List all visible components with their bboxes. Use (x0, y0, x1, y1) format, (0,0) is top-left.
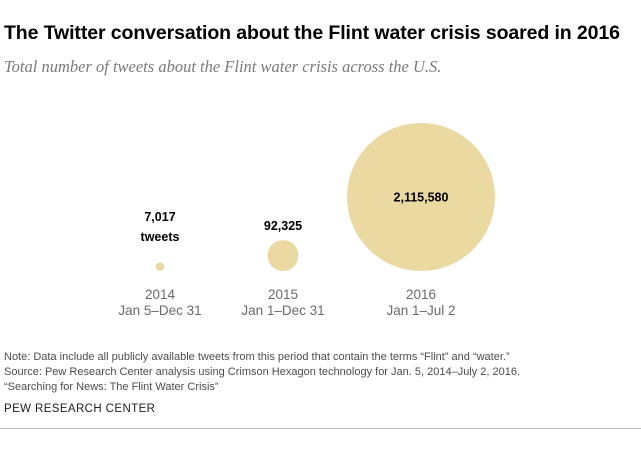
note-line: Note: Data include all publicly availabl… (4, 351, 510, 363)
unit-label-2014: tweets (141, 230, 180, 244)
source-line: Source: Pew Research Center analysis usi… (4, 366, 521, 378)
bubble-2015 (267, 240, 299, 271)
bubble-2014 (155, 262, 165, 271)
period-label-2015: Jan 1–Dec 31 (241, 303, 324, 318)
bubble-2016 (347, 123, 495, 271)
value-label-2015: 92,325 (264, 219, 302, 233)
year-label-2016: 2016 (406, 287, 436, 302)
report-title-line: “Searching for News: The Flint Water Cri… (4, 381, 219, 393)
chart-subtitle: Total number of tweets about the Flint w… (4, 57, 442, 76)
year-label-2015: 2015 (268, 287, 298, 302)
chart-title: The Twitter conversation about the Flint… (4, 22, 620, 44)
bottom-divider (0, 428, 641, 429)
year-label-2014: 2014 (145, 287, 176, 302)
period-label-2016: Jan 1–Jul 2 (386, 303, 455, 318)
value-label-2014: 7,017 (144, 210, 175, 224)
footnote: Note: Data include all publicly availabl… (4, 350, 520, 395)
brand-logo-text: PEW RESEARCH CENTER (4, 403, 156, 415)
value-label-2016: 2,115,580 (394, 191, 449, 205)
period-label-2014: Jan 5–Dec 31 (118, 303, 201, 318)
